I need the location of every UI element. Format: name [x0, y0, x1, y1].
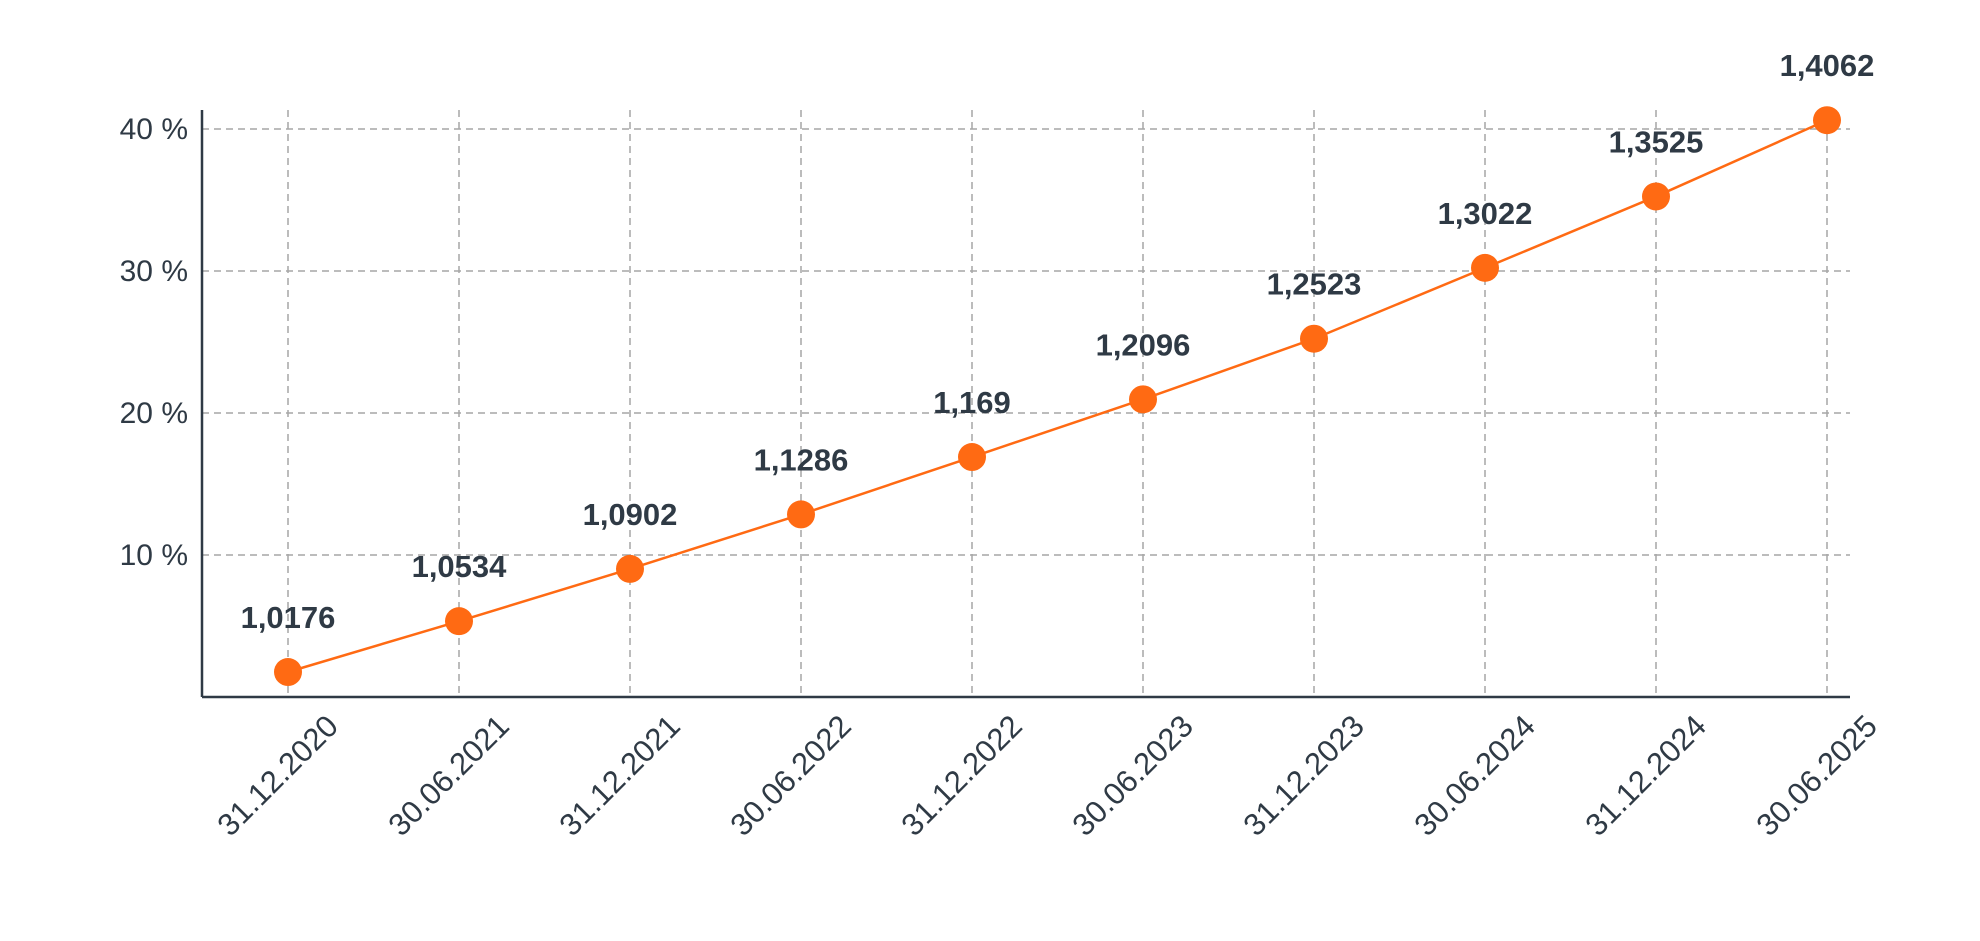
data-labels: 1,0176 1,0534 1,0902 1,1286 1,169 1,2096 1,252… [241, 48, 1875, 635]
x-tick-label: 30.06.2025 [1749, 708, 1883, 842]
axes [200, 110, 1850, 699]
data-label: 1,169 [933, 385, 1011, 420]
y-tick-labels: 10 % 20 % 30 % 40 % [120, 113, 188, 572]
data-point-marker [445, 607, 473, 636]
x-tick-label: 31.12.2023 [1236, 708, 1370, 842]
data-label: 1,0534 [412, 549, 508, 584]
data-point-marker [1300, 324, 1328, 353]
data-point-marker [1813, 106, 1841, 135]
data-point-marker [958, 443, 986, 472]
data-point-marker [1642, 182, 1670, 211]
x-tick-label: 31.12.2024 [1578, 708, 1712, 842]
data-points [274, 106, 1841, 687]
x-tick-label: 30.06.2024 [1407, 708, 1541, 842]
y-tick-label: 20 % [120, 397, 188, 430]
data-point-marker [616, 554, 644, 583]
x-tick-labels: 31.12.2020 30.06.2021 31.12.2021 30.06.2022… [210, 708, 1883, 842]
x-tick-label: 30.06.2022 [723, 708, 857, 842]
data-label: 1,4062 [1780, 48, 1875, 83]
y-tick-label: 40 % [120, 113, 188, 146]
data-label: 1,0902 [583, 497, 678, 532]
series-line [287, 119, 1828, 674]
data-label: 1,0176 [241, 600, 336, 635]
data-point-marker [787, 500, 815, 529]
data-label: 1,3022 [1438, 196, 1533, 231]
x-tick-label: 31.12.2020 [210, 708, 344, 842]
grid [202, 110, 1850, 697]
x-tick-label: 30.06.2023 [1065, 708, 1199, 842]
data-label: 1,2523 [1267, 267, 1362, 302]
data-point-marker [274, 658, 302, 687]
x-tick-label: 31.12.2021 [552, 708, 686, 842]
x-tick-label: 31.12.2022 [894, 708, 1028, 842]
data-point-marker [1129, 385, 1157, 414]
series-line-group [287, 119, 1828, 674]
data-label: 1,2096 [1096, 327, 1191, 362]
data-label: 1,1286 [754, 442, 849, 477]
data-point-marker [1471, 253, 1499, 282]
y-tick-label: 10 % [120, 539, 188, 572]
data-label: 1,3525 [1609, 124, 1704, 159]
y-tick-label: 30 % [120, 255, 188, 288]
x-tick-label: 30.06.2021 [381, 708, 515, 842]
